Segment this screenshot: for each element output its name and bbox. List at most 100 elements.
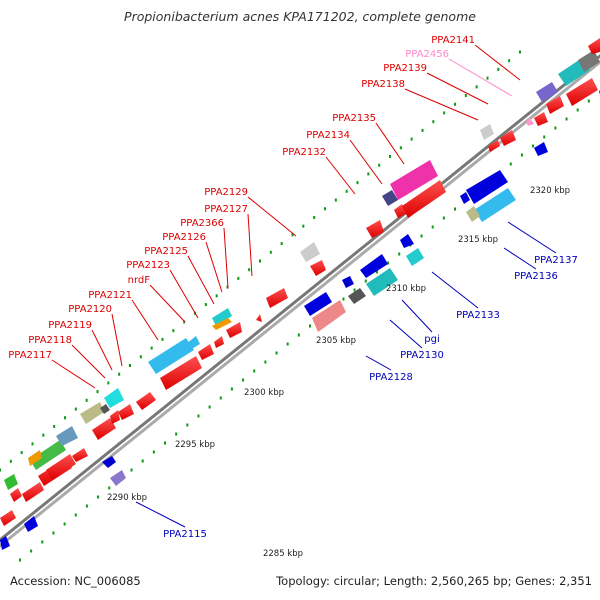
- gene-label[interactable]: PPA2115: [163, 529, 207, 540]
- gene-label[interactable]: PPA2366: [180, 218, 224, 229]
- gene-label[interactable]: PPA2118: [28, 335, 72, 346]
- guide-dot: [161, 337, 164, 341]
- gene-ppa2121[interactable]: [110, 410, 120, 424]
- guide-dot: [431, 225, 434, 229]
- gene-ppa2129-d[interactable]: [310, 260, 326, 276]
- gene-label[interactable]: PPA2125: [144, 246, 188, 257]
- gene-label[interactable]: PPA2126: [162, 232, 206, 243]
- gene-label[interactable]: PPA2123: [126, 260, 170, 271]
- guide-dot: [532, 144, 535, 148]
- gene-pgi[interactable]: [366, 268, 398, 296]
- gene-ppa2366[interactable]: [212, 318, 232, 330]
- leader-line: [223, 227, 229, 289]
- gene-label[interactable]: PPA2141: [431, 35, 475, 46]
- gene-ppa2129[interactable]: [256, 314, 262, 322]
- leader-line: [365, 355, 392, 371]
- gene-ppa2130-b[interactable]: [342, 276, 354, 288]
- gene-right-3[interactable]: [546, 96, 564, 114]
- gene-ppa2128-blue[interactable]: [304, 292, 332, 316]
- gene-label[interactable]: PPA2135: [332, 113, 376, 124]
- gene-reverse-small-1[interactable]: [24, 516, 38, 532]
- gene-left-2[interactable]: [22, 482, 44, 502]
- gene-label[interactable]: PPA2456: [405, 49, 449, 60]
- gene-label[interactable]: PPA2129: [204, 187, 248, 198]
- gene-left-8[interactable]: [56, 426, 78, 446]
- gene-ppa2127[interactable]: [214, 336, 224, 348]
- gene-ppa2126[interactable]: [212, 308, 232, 326]
- gene-ppa2125-b[interactable]: [198, 344, 214, 360]
- gene-ppa2118[interactable]: [80, 402, 104, 424]
- gene-label[interactable]: PPA2132: [282, 147, 326, 158]
- gene-ppa2121-b[interactable]: [118, 404, 134, 420]
- gene-label[interactable]: PPA2136: [514, 271, 558, 282]
- gene-ppa2129-b[interactable]: [266, 288, 288, 308]
- leader-line: [474, 44, 521, 81]
- gene-ppa2136-b[interactable]: [466, 206, 480, 222]
- gene-left-4[interactable]: [10, 488, 22, 502]
- gene-reverse-small-3[interactable]: [534, 142, 548, 156]
- scale-tick-label: 2285 kbp: [263, 549, 303, 559]
- gene-ppa2123-b[interactable]: [160, 356, 202, 390]
- gene-ppa2137[interactable]: [466, 170, 508, 204]
- gene-left-6[interactable]: [46, 454, 76, 480]
- gene-ppa2137-b[interactable]: [460, 192, 470, 204]
- gene-ppa2125[interactable]: [186, 336, 200, 350]
- gene-label[interactable]: pgi: [424, 334, 439, 345]
- gene-ppa2139[interactable]: [500, 130, 516, 146]
- gene-ppa2139-b[interactable]: [488, 140, 500, 152]
- gene-ppa2130[interactable]: [348, 288, 366, 304]
- gene-pgi-b[interactable]: [360, 254, 388, 278]
- gene-ppa2115-b[interactable]: [110, 470, 126, 486]
- gene-ppa2134[interactable]: [382, 190, 398, 206]
- gene-ppa2132[interactable]: [366, 220, 384, 238]
- gene-ppa2136[interactable]: [474, 188, 516, 222]
- guide-dot: [334, 198, 337, 202]
- guide-dot: [118, 372, 121, 376]
- gene-label[interactable]: PPA2130: [400, 350, 444, 361]
- gene-ppa2141[interactable]: [536, 82, 558, 102]
- gene-ppa2135-b[interactable]: [402, 180, 446, 218]
- gene-label[interactable]: PPA2119: [48, 320, 92, 331]
- gene-ppa2456[interactable]: [526, 118, 534, 126]
- leader-line: [404, 88, 479, 121]
- gene-ppa2133-b[interactable]: [400, 234, 414, 248]
- gene-label[interactable]: PPA2127: [204, 204, 248, 215]
- gene-nrdF[interactable]: [136, 392, 156, 410]
- gene-left-7[interactable]: [30, 440, 66, 470]
- gene-label[interactable]: PPA2128: [369, 372, 413, 383]
- gene-ppa2120[interactable]: [104, 388, 124, 408]
- guide-dot: [74, 407, 77, 411]
- gene-right-4[interactable]: [578, 50, 600, 72]
- gene-ppa2117[interactable]: [92, 418, 116, 440]
- gene-right-2[interactable]: [566, 78, 598, 106]
- gene-ppa2128[interactable]: [312, 300, 346, 332]
- gene-ppa2138[interactable]: [480, 124, 494, 140]
- gene-label[interactable]: PPA2117: [8, 350, 52, 361]
- gene-ppa2133[interactable]: [406, 248, 424, 266]
- gene-label[interactable]: PPA2121: [88, 290, 132, 301]
- gene-label[interactable]: PPA2139: [383, 63, 427, 74]
- gene-label[interactable]: nrdF: [128, 275, 151, 286]
- gene-label[interactable]: PPA2134: [306, 130, 350, 141]
- gene-left-3[interactable]: [4, 474, 18, 490]
- gene-label[interactable]: PPA2137: [534, 255, 578, 266]
- gene-left-9[interactable]: [28, 450, 42, 466]
- gene-ppa2119[interactable]: [100, 404, 110, 414]
- guide-dot: [554, 126, 557, 130]
- gene-ppa2115[interactable]: [102, 456, 116, 468]
- guide-dot: [432, 120, 435, 124]
- gene-ppa2123[interactable]: [148, 338, 194, 374]
- gene-label[interactable]: PPA2138: [361, 79, 405, 90]
- gene-reverse-small-2[interactable]: [0, 536, 10, 550]
- gene-left-1[interactable]: [0, 510, 16, 526]
- gene-label[interactable]: PPA2133: [456, 310, 500, 321]
- gene-right-5[interactable]: [588, 38, 600, 54]
- gene-ppa2135[interactable]: [390, 160, 438, 200]
- gene-left-10[interactable]: [72, 448, 88, 462]
- reverse-genes: [0, 142, 548, 550]
- gene-ppa2141-b[interactable]: [534, 112, 548, 126]
- gene-ppa2127-b[interactable]: [226, 322, 242, 338]
- gene-label[interactable]: PPA2120: [68, 304, 112, 315]
- gene-ppa2129-c[interactable]: [300, 242, 320, 262]
